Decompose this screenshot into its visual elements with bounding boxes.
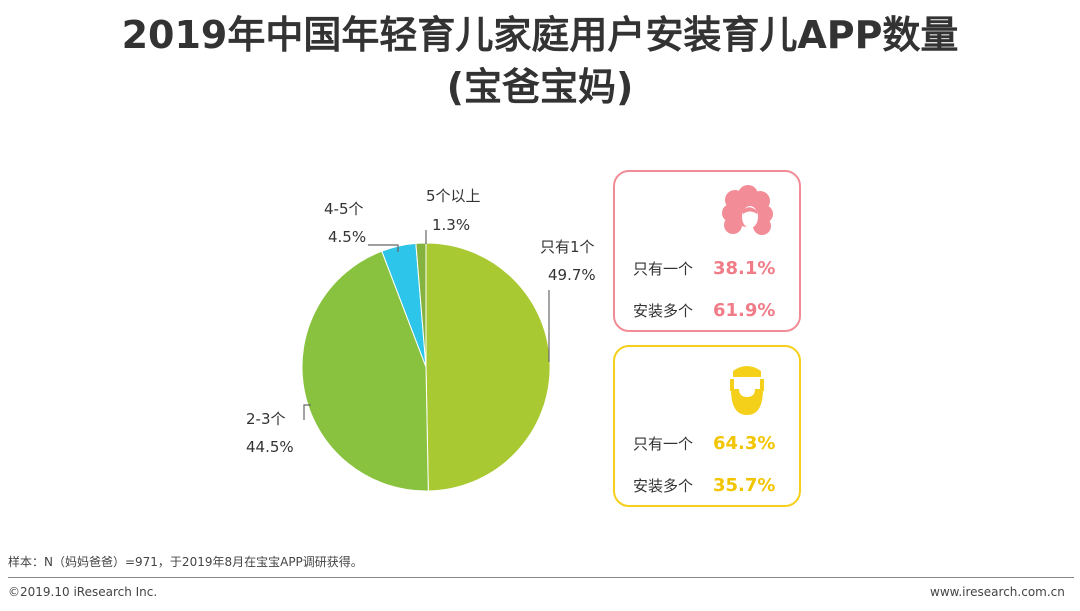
dad-row-only-one: 只有一个 64.3%: [633, 433, 783, 454]
slice-label-four-five-name: 4-5个: [324, 200, 364, 218]
mom-multiple-label: 安装多个: [633, 302, 694, 320]
slice-label-two-three-name: 2-3个: [246, 410, 286, 428]
mom-row-only-one: 只有一个 38.1%: [633, 258, 783, 279]
footer-divider: [8, 577, 1074, 578]
pie-slice-two-three: [301, 250, 429, 492]
dad-row-multiple: 安装多个 35.7%: [633, 475, 783, 496]
bearded-man-icon: [730, 366, 764, 415]
mom-only-one-label: 只有一个: [633, 260, 694, 278]
mom-row-multiple: 安装多个 61.9%: [633, 300, 783, 321]
dad-stats-card: 只有一个 64.3% 安装多个 35.7%: [613, 345, 801, 507]
slice-label-only-one-value: 49.7%: [548, 266, 596, 284]
slice-label-two-three-value: 44.5%: [246, 438, 294, 456]
dad-multiple-value: 35.7%: [713, 475, 776, 496]
copyright: ©2019.10 iResearch Inc.: [8, 585, 158, 599]
dad-only-one-label: 只有一个: [633, 435, 694, 453]
sample-note: 样本：N（妈妈爸爸）=971，于2019年8月在宝宝APP调研获得。: [8, 555, 363, 569]
slice-label-five-plus-name: 5个以上: [426, 187, 481, 205]
chart-title-line2: (宝爸宝妈): [446, 65, 634, 109]
woman-icon: [722, 185, 773, 235]
dad-only-one-value: 64.3%: [713, 433, 776, 454]
dad-multiple-label: 安装多个: [633, 477, 694, 495]
chart-title-line1: 2019年中国年轻育儿家庭用户安装育儿APP数量: [121, 13, 959, 57]
leader-line-four-five: [368, 244, 399, 252]
slice-label-five-plus-value: 1.3%: [432, 216, 471, 234]
mom-multiple-value: 61.9%: [713, 300, 776, 321]
pie-slice-only-one: [425, 242, 551, 492]
website: www.iresearch.com.cn: [930, 585, 1065, 599]
leader-line-two-three: [303, 404, 311, 420]
mom-only-one-value: 38.1%: [713, 258, 776, 279]
slice-label-four-five-value: 4.5%: [328, 228, 367, 246]
mom-stats-card: 只有一个 38.1% 安装多个 61.9%: [613, 170, 801, 332]
slice-label-only-one-name: 只有1个: [540, 238, 595, 256]
